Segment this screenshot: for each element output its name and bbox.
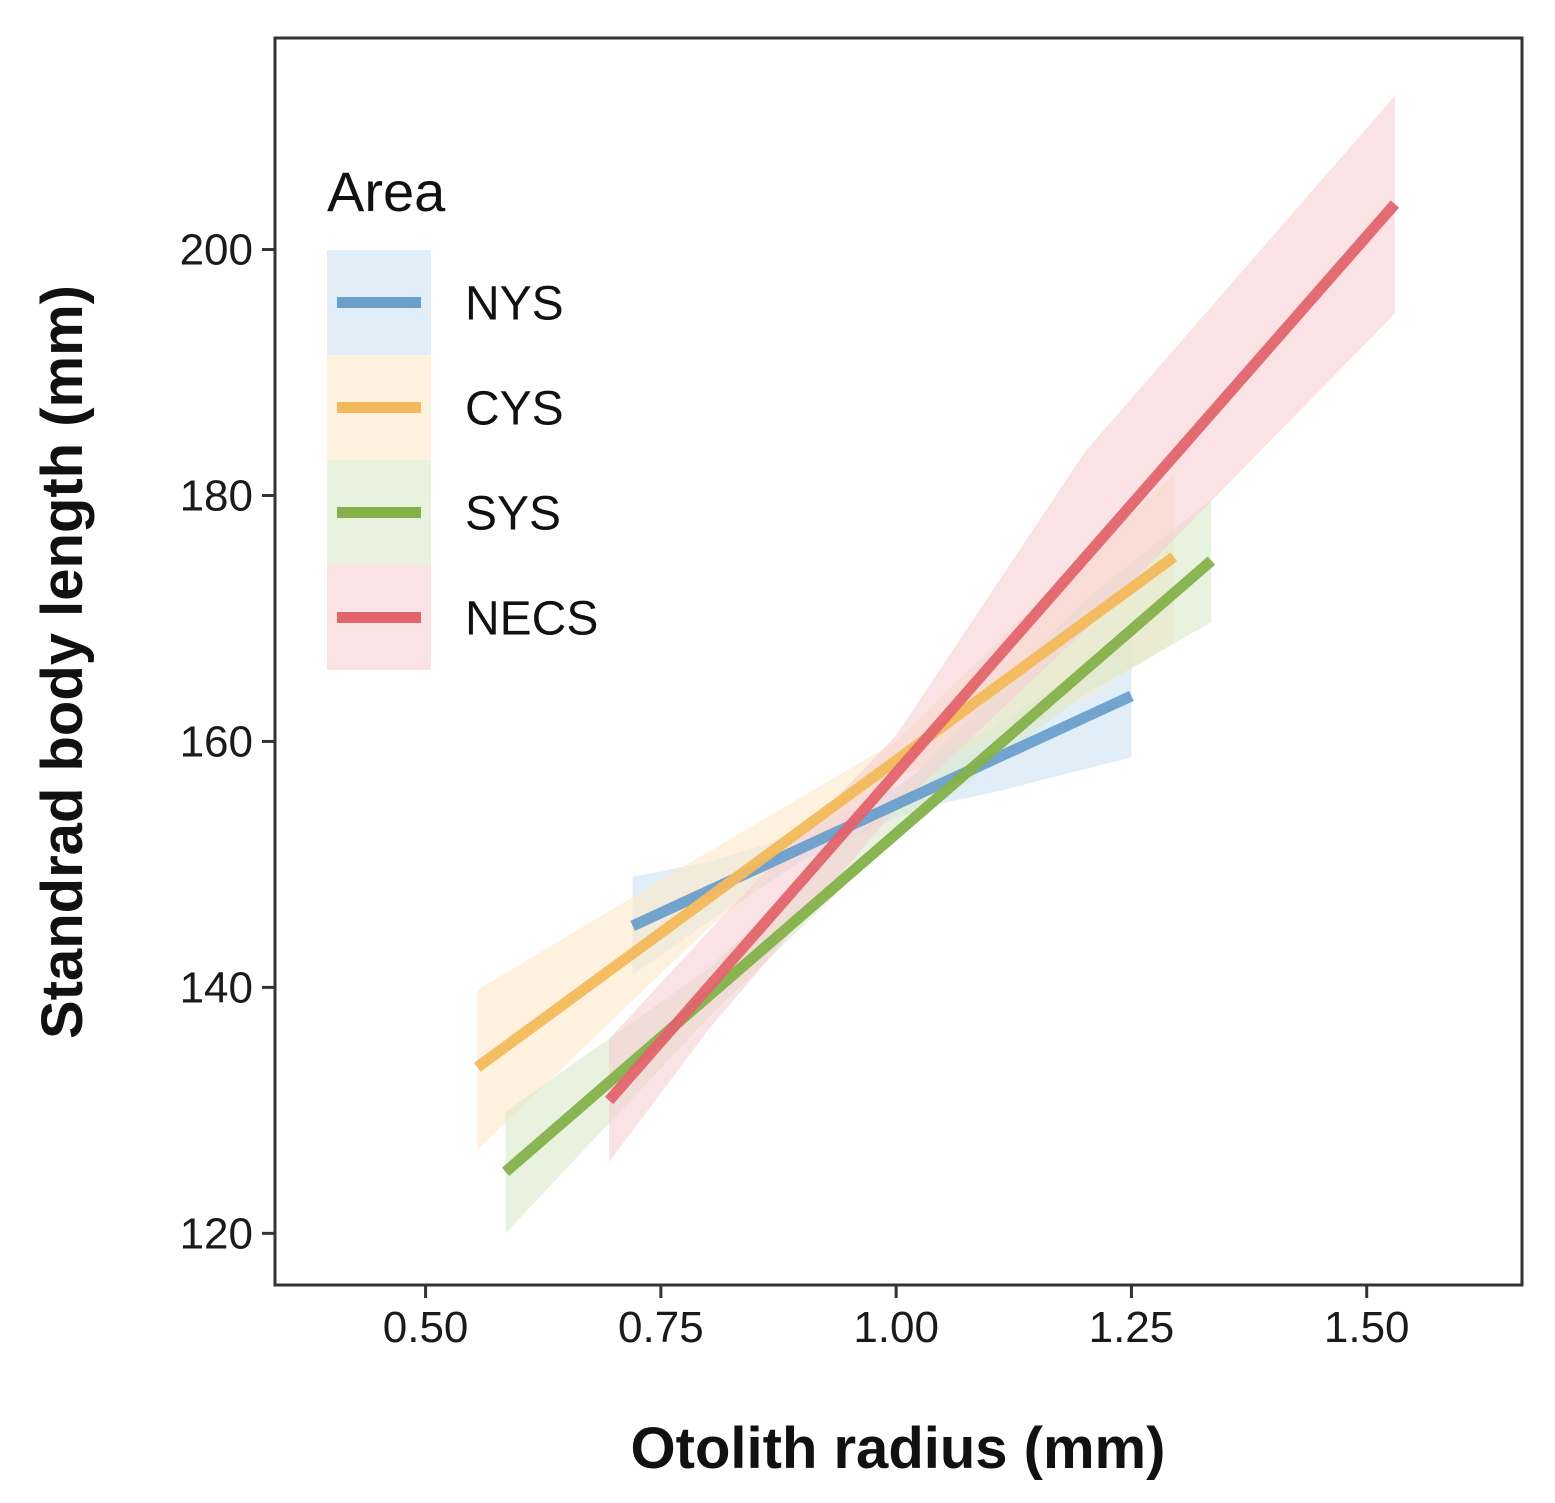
x-tick-label-3: 1.25 bbox=[1089, 1303, 1175, 1352]
legend-label-sys: SYS bbox=[465, 488, 561, 541]
legend-label-cys: CYS bbox=[465, 383, 564, 436]
confidence-bands bbox=[477, 95, 1395, 1234]
x-axis: 0.50 0.75 1.00 1.25 1.50 bbox=[383, 1285, 1410, 1352]
line-nys bbox=[630, 690, 1134, 931]
x-tick-label-0: 0.50 bbox=[383, 1303, 469, 1352]
line-sys bbox=[501, 556, 1216, 1177]
y-tick-label-200: 200 bbox=[180, 226, 253, 275]
legend-label-necs: NECS bbox=[465, 593, 598, 646]
x-tick-label-1: 0.75 bbox=[618, 1303, 704, 1352]
y-tick-label-180: 180 bbox=[180, 471, 253, 520]
y-tick-label-140: 140 bbox=[180, 963, 253, 1012]
x-tick-label-4: 1.50 bbox=[1324, 1303, 1410, 1352]
band-necs bbox=[609, 95, 1395, 1162]
line-necs bbox=[604, 200, 1400, 1105]
line-cys bbox=[474, 552, 1178, 1072]
y-axis: 120 140 160 180 200 bbox=[180, 226, 275, 1258]
y-tick-label-160: 160 bbox=[180, 717, 253, 766]
y-axis-title: Standrad body length (mm) bbox=[30, 285, 95, 1039]
legend-title: Area bbox=[327, 160, 446, 223]
x-axis-title: Otolith radius (mm) bbox=[631, 1416, 1166, 1481]
plot-frame bbox=[273, 36, 1524, 1287]
legend-label-nys: NYS bbox=[465, 278, 564, 331]
x-tick-label-2: 1.00 bbox=[853, 1303, 939, 1352]
y-tick-label-120: 120 bbox=[180, 1209, 253, 1258]
regression-lines bbox=[474, 200, 1400, 1177]
legend: Area NYS CYS SYS NECS bbox=[327, 160, 598, 670]
